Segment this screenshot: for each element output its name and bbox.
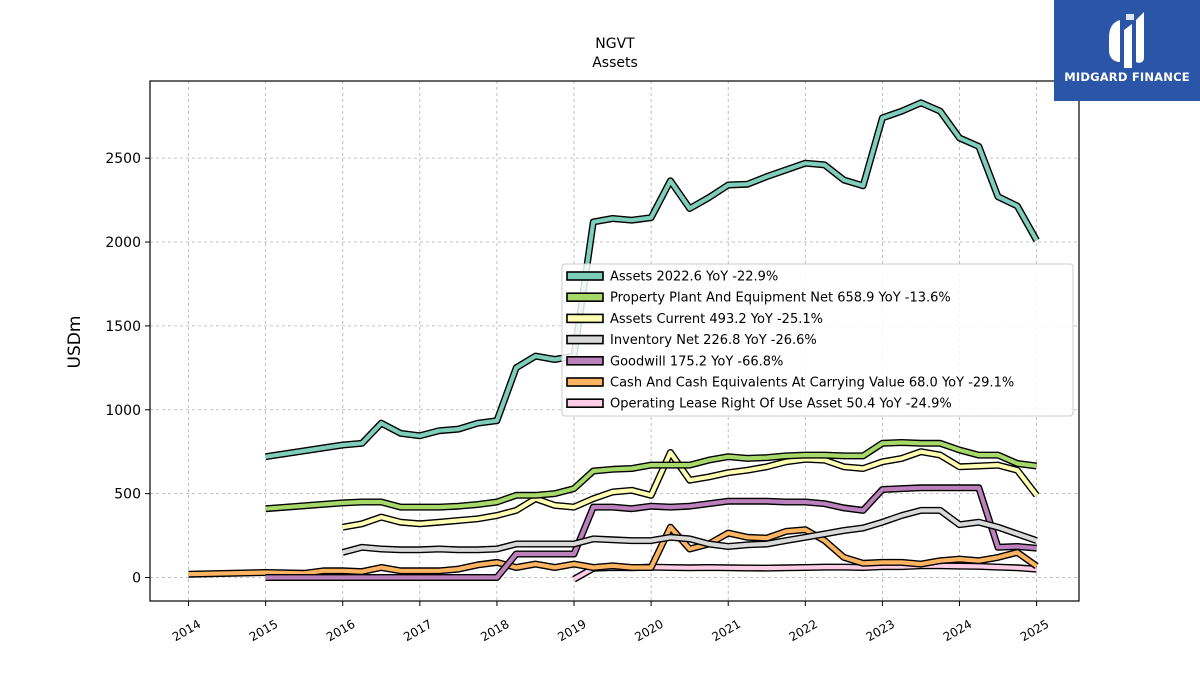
legend-label-goodwill: Goodwill 175.2 YoY -66.8% (610, 354, 783, 369)
legend-label-cash-and-cash-equivalents-at-carrying-value: Cash And Cash Equivalents At Carrying Va… (610, 376, 1014, 391)
series-line-assets-current (342, 449, 1039, 530)
legend-label-assets-current: Assets Current 493.2 YoY -25.1% (610, 312, 823, 327)
legend-swatch-inventory-net (566, 334, 604, 345)
x-tick-label: 2023 (864, 617, 897, 644)
series-line-property-plant-and-equipment-net (265, 440, 1037, 511)
legend-label-assets: Assets 2022.6 YoY -22.9% (610, 270, 778, 285)
y-tick-label: 1500 (105, 319, 141, 335)
x-tick-label: 2014 (170, 617, 203, 644)
legend-swatch-cash-and-cash-equivalents-at-carrying-value (566, 377, 604, 387)
x-tick-label: 2015 (247, 617, 280, 644)
legend-swatch-assets-current (566, 313, 604, 324)
x-tick-label: 2021 (709, 617, 742, 644)
series-line-assets (265, 100, 1039, 459)
plot-frame (149, 80, 1080, 602)
y-tick-label: 2000 (105, 235, 141, 251)
y-axis-label: USDm (65, 316, 85, 369)
legend: Assets 2022.6 YoY -22.9% Property Plant A… (561, 263, 1074, 417)
legend-swatch-operating-lease-right-of-use-asset (566, 398, 604, 409)
legend-swatch-goodwill (566, 355, 604, 366)
brand-name: MIDGARD FINANCE (1064, 70, 1190, 84)
legend-label-operating-lease-right-of-use-asset: Operating Lease Right Of Use Asset 50.4 … (610, 397, 952, 412)
y-tick-label: 500 (114, 487, 141, 503)
chart-subtitle: Assets (592, 55, 638, 71)
brand-mark-icon (1109, 12, 1144, 68)
y-tick-label: 1000 (105, 403, 141, 419)
y-tick-label: 2500 (105, 151, 141, 167)
x-tick-label: 2020 (632, 617, 665, 644)
x-tick-label: 2022 (787, 617, 820, 644)
series-line-goodwill (265, 485, 1037, 580)
x-tick-label: 2024 (941, 617, 974, 644)
x-tick-label: 2016 (324, 617, 357, 644)
y-tick-label: 0 (132, 571, 141, 587)
x-tick-label: 2025 (1018, 617, 1051, 644)
legend-label-property-plant-and-equipment-net: Property Plant And Equipment Net 658.9 Y… (610, 291, 951, 306)
legend-box (561, 263, 1074, 417)
chart-title: NGVT (595, 36, 635, 52)
legend-swatch-assets (566, 271, 604, 281)
series-line-cash-and-cash-equivalents-at-carrying-value (188, 525, 1038, 577)
series-line-inventory-net (342, 508, 1038, 555)
x-tick-label: 2018 (478, 617, 511, 644)
legend-label-inventory-net: Inventory Net 226.8 YoY -26.6% (610, 333, 817, 348)
x-tick-label: 2019 (555, 617, 588, 644)
legend-swatch-property-plant-and-equipment-net (566, 292, 604, 303)
brand-logo: MIDGARD FINANCE (1054, 0, 1200, 101)
x-tick-label: 2017 (401, 617, 434, 644)
series-layer (188, 99, 1040, 583)
